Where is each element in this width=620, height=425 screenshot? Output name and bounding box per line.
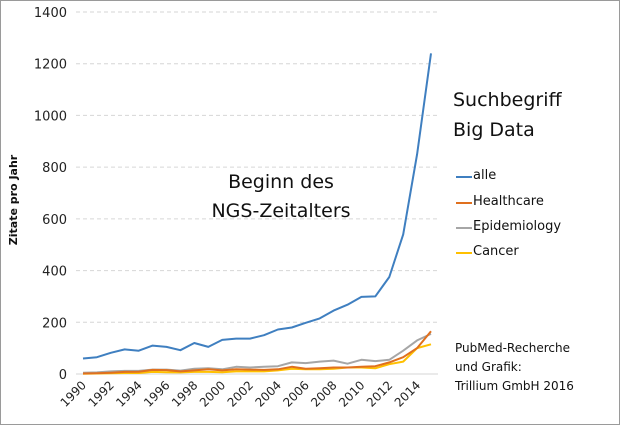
y-tick-label: 1000 — [34, 109, 67, 124]
era-annotation: Beginn des NGS-Zeitalters — [196, 168, 366, 226]
x-tick-label: 2006 — [280, 378, 311, 409]
x-tick-label: 2012 — [364, 378, 395, 409]
x-tick-label: 2004 — [253, 378, 284, 409]
series-lines — [82, 53, 432, 375]
series-line-alle — [82, 53, 432, 360]
legend-label: Healthcare — [473, 194, 544, 209]
y-axis-label: Zitate pro Jahr — [7, 154, 20, 245]
y-tick-label: 600 — [42, 213, 67, 228]
legend-label: Cancer — [473, 244, 519, 259]
series-line-cancer — [82, 343, 432, 375]
series-line-healthcare — [82, 330, 432, 375]
gridlines — [76, 11, 438, 375]
legend-swatch — [456, 252, 472, 254]
x-tick-label: 2014 — [392, 378, 423, 409]
legend-title-line1: Suchbegriff — [453, 89, 562, 111]
x-tick-label: 2002 — [225, 378, 256, 409]
source-line1: PubMed-Recherche — [455, 341, 570, 355]
legend-swatch — [456, 176, 472, 178]
x-tick-label: 1998 — [169, 378, 200, 409]
source-line2: und Grafik: — [455, 360, 522, 374]
legend-label: alle — [473, 168, 497, 183]
x-tick-label: 2010 — [336, 378, 367, 409]
y-tick-label: 400 — [42, 265, 67, 280]
y-tick-label: 1400 — [34, 6, 67, 21]
y-axis-ticks: 0 200 400 600 800 1000 1200 1400 — [34, 6, 67, 383]
era-annotation-line2: NGS-Zeitalters — [211, 200, 351, 222]
source-note: PubMed-Recherche und Grafik: Trillium Gm… — [455, 339, 574, 396]
y-tick-label: 1200 — [34, 58, 67, 73]
legend-title: Suchbegriff Big Data — [453, 85, 562, 145]
x-axis-ticks: 1990199219941996199820002002200420062008… — [58, 378, 424, 409]
x-tick-label: 1996 — [141, 378, 172, 409]
x-tick-label: 1994 — [113, 378, 144, 409]
y-tick-label: 0 — [59, 368, 67, 383]
y-tick-label: 200 — [42, 316, 67, 331]
legend-swatch — [456, 227, 472, 229]
era-annotation-line1: Beginn des — [228, 171, 334, 193]
x-tick-label: 2008 — [308, 378, 339, 409]
x-tick-label: 2000 — [197, 378, 228, 409]
legend-label: Epidemiology — [473, 219, 562, 234]
y-tick-label: 800 — [42, 161, 67, 176]
x-tick-label: 1992 — [85, 378, 116, 409]
legend-swatch — [456, 202, 472, 204]
legend-title-line2: Big Data — [453, 119, 535, 141]
source-line3: Trillium GmbH 2016 — [455, 379, 574, 393]
